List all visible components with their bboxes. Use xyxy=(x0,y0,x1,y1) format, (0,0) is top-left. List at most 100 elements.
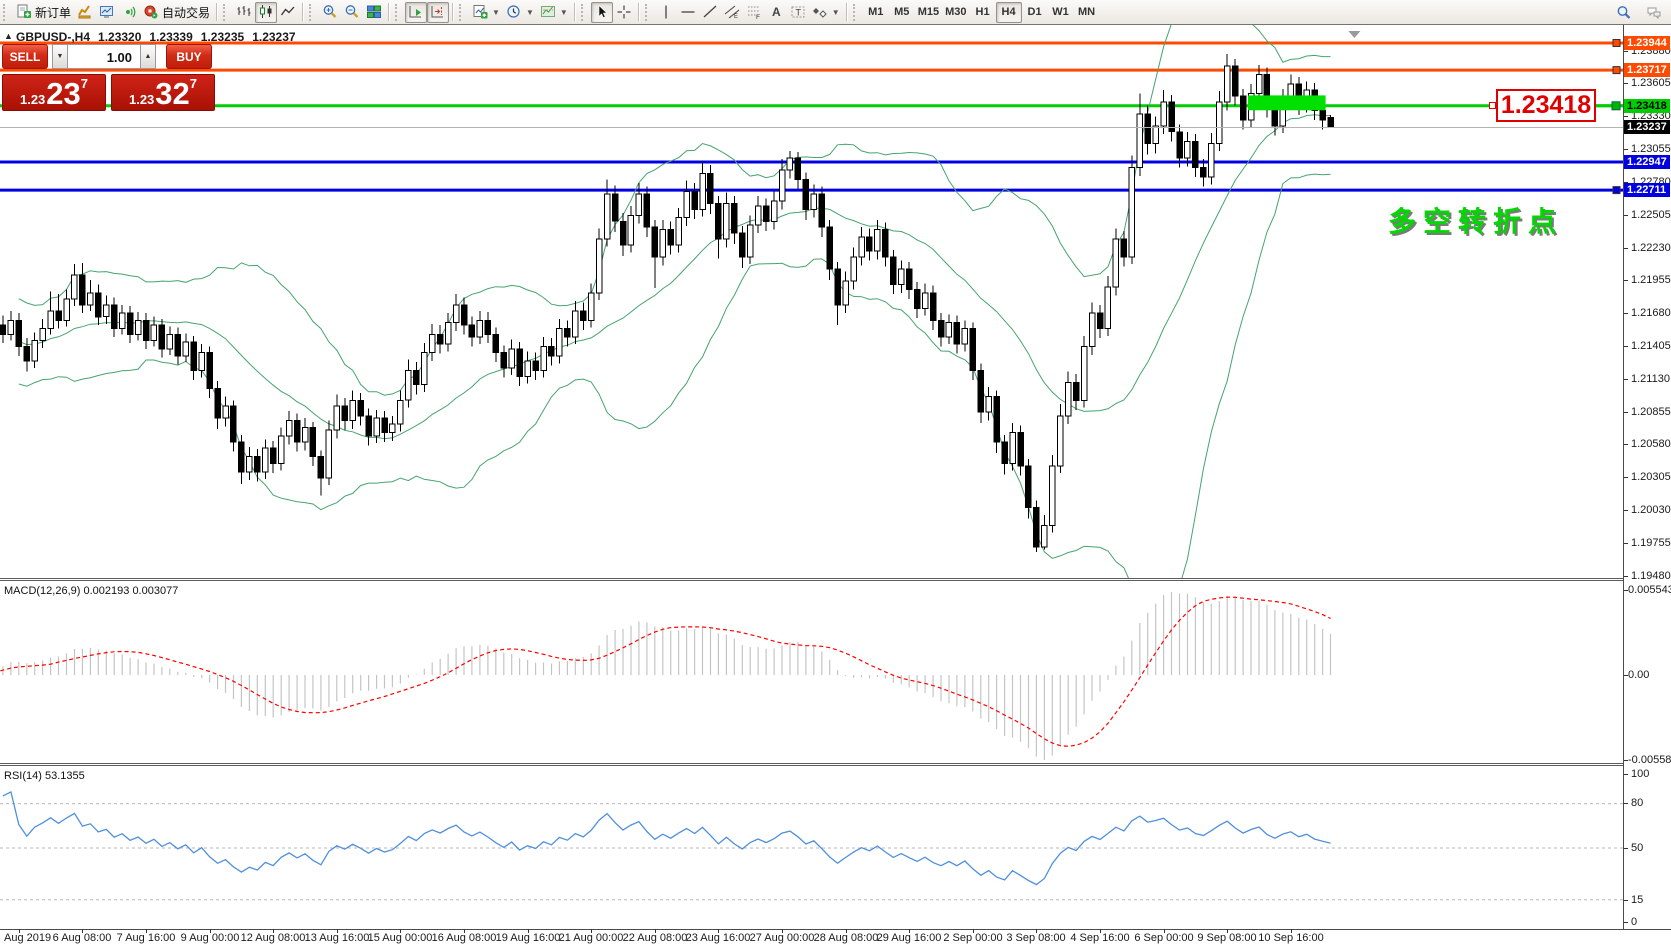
price-tick-label: 1.21680 xyxy=(1631,307,1671,319)
rsi-tick-label: 100 xyxy=(1631,768,1650,780)
callout-anchor-marker[interactable] xyxy=(1489,102,1496,109)
label-button[interactable]: T xyxy=(787,2,809,23)
crosshair-button[interactable] xyxy=(613,2,635,23)
zoom-in-icon xyxy=(322,4,338,20)
buy-button[interactable]: BUY xyxy=(166,44,212,69)
tile-windows-button[interactable] xyxy=(363,2,385,23)
price-tick-label: 1.21130 xyxy=(1631,373,1670,385)
pane-separator-macd[interactable] xyxy=(0,578,1671,581)
bar-chart-button[interactable] xyxy=(233,2,255,23)
sell-price-big: 23 xyxy=(46,76,81,111)
time-tick-mark xyxy=(146,929,147,933)
price-tick-mark xyxy=(1624,83,1628,84)
new-order-icon xyxy=(16,4,32,20)
toolbar-separator xyxy=(216,3,218,21)
time-tick-mark xyxy=(337,929,338,933)
timeframe-mn-button[interactable]: MN xyxy=(1077,6,1096,18)
svg-text:F: F xyxy=(756,14,760,20)
toolbar-separator xyxy=(637,3,639,21)
price-callout-box[interactable]: 1.23418 xyxy=(1496,89,1596,122)
trendline-button[interactable] xyxy=(699,2,721,23)
chart-window-icon[interactable] xyxy=(74,2,96,23)
auto-scroll-icon xyxy=(408,4,424,20)
signals-icon[interactable] xyxy=(118,2,140,23)
time-tick-mark xyxy=(782,929,783,933)
auto-scroll-button[interactable] xyxy=(405,1,428,23)
market-watch-icon[interactable] xyxy=(96,2,118,23)
bar-open: 1.23320 xyxy=(98,30,142,44)
timeframe-m5-button[interactable]: M5 xyxy=(894,6,910,18)
time-tick-mark xyxy=(909,929,910,933)
timeframe-h4-button[interactable]: H4 xyxy=(995,1,1022,23)
time-tick-mark xyxy=(718,929,719,933)
toolbar-drag-handle xyxy=(580,3,587,21)
timeframe-h1-button[interactable]: H1 xyxy=(975,6,990,18)
zoom-in-button[interactable] xyxy=(319,2,341,23)
line-chart-button[interactable] xyxy=(277,2,299,23)
volume-field[interactable]: 1.00 xyxy=(68,44,140,69)
hline-icon xyxy=(680,4,696,20)
volume-increase-button[interactable]: ▲ xyxy=(140,44,156,69)
timeframe-w1-button[interactable]: W1 xyxy=(1052,6,1069,18)
time-tick-mark xyxy=(210,929,211,933)
templates-button[interactable]: ▼ xyxy=(537,2,571,23)
price-axis[interactable] xyxy=(1623,25,1671,929)
time-tick-label: 2 Sep 00:00 xyxy=(943,932,1003,944)
price-tick-label: 1.20580 xyxy=(1631,438,1671,450)
time-axis[interactable] xyxy=(0,929,1671,947)
fibonacci-button[interactable]: F xyxy=(743,2,765,23)
toolbar-drag-handle xyxy=(644,3,651,21)
chevron-down-icon: ▼ xyxy=(559,7,568,17)
channel-button[interactable]: E xyxy=(721,2,743,23)
price-tick-label: 1.19480 xyxy=(1631,570,1671,582)
bar-chart-icon xyxy=(236,4,252,20)
text-button[interactable]: A xyxy=(765,2,787,23)
toolbar-drag-handle xyxy=(223,3,229,21)
timeframe-m30-button[interactable]: M30 xyxy=(945,6,967,18)
auto-trading-button[interactable]: 自动交易 xyxy=(140,2,213,23)
one-click-collapse-icon[interactable]: ▲ xyxy=(4,31,13,41)
main-chart-canvas[interactable] xyxy=(0,25,1623,579)
price-tick-mark xyxy=(1624,444,1628,445)
buy-price-display[interactable]: 1.23 32 7 xyxy=(111,74,215,111)
rsi-panel-canvas[interactable] xyxy=(0,767,1623,928)
time-tick-label: 7 Aug 16:00 xyxy=(116,932,176,944)
chat-button[interactable] xyxy=(1643,2,1665,23)
sell-price-display[interactable]: 1.23 23 7 xyxy=(2,74,106,111)
timeframe-m1-button[interactable]: M1 xyxy=(868,6,884,18)
price-tick-mark xyxy=(1624,412,1628,413)
level-price-badge: 1.23418 xyxy=(1624,99,1670,113)
price-tick-mark xyxy=(1624,543,1628,544)
periods-button[interactable]: ▼ xyxy=(503,2,537,23)
cursor-button[interactable] xyxy=(590,1,613,23)
zoom-out-button[interactable] xyxy=(341,2,363,23)
time-tick-mark xyxy=(1036,929,1037,933)
candlestick-chart-button[interactable] xyxy=(255,1,278,23)
indicators-icon xyxy=(472,4,488,20)
price-tick-mark xyxy=(1624,477,1628,478)
search-button[interactable] xyxy=(1613,2,1635,23)
time-tick-mark xyxy=(528,929,529,933)
price-tick-mark xyxy=(1624,116,1628,117)
price-tick-label: 1.22505 xyxy=(1631,209,1671,221)
pane-separator-rsi[interactable] xyxy=(0,763,1671,766)
symbol-ohlc-bar: GBPUSD-,H4 1.23320 1.23339 1.23235 1.232… xyxy=(16,30,296,44)
rsi-label: RSI(14) 53.1355 xyxy=(4,770,85,782)
price-tick-label: 1.23605 xyxy=(1631,77,1671,89)
indicators-button[interactable]: ▼ xyxy=(469,2,503,23)
bar-high: 1.23339 xyxy=(149,30,193,44)
timeframe-d1-button[interactable]: D1 xyxy=(1027,6,1042,18)
price-tick-label: 1.21405 xyxy=(1631,340,1671,352)
hline-button[interactable] xyxy=(677,2,699,23)
vline-button[interactable] xyxy=(655,2,677,23)
arrows-button[interactable]: ▼ xyxy=(809,2,843,23)
price-tick-mark xyxy=(1624,215,1628,216)
toolbar-separator xyxy=(845,3,847,21)
chart-shift-button[interactable] xyxy=(427,1,450,23)
new-order-button[interactable]: 新订单 xyxy=(13,2,74,23)
timeframe-m15-button[interactable]: M15 xyxy=(917,6,940,18)
volume-decrease-button[interactable]: ▼ xyxy=(52,44,68,69)
sell-button[interactable]: SELL xyxy=(2,44,48,69)
market-watch-icon-icon xyxy=(99,4,115,20)
macd-panel-canvas[interactable] xyxy=(0,582,1623,763)
